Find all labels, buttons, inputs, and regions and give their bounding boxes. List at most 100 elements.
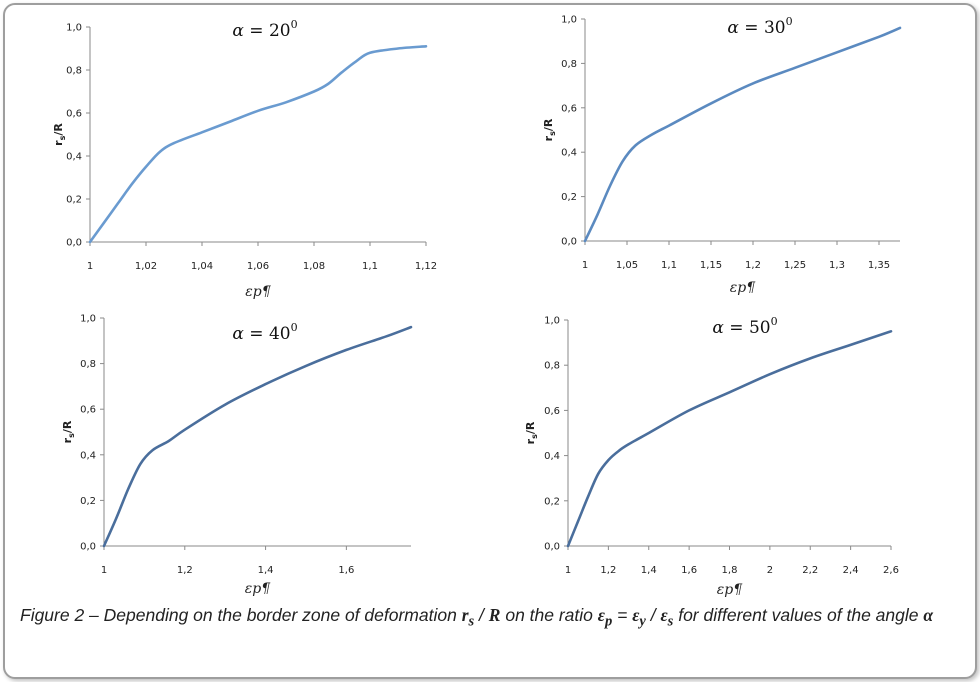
x-tick-label: 1,05	[616, 260, 638, 271]
x-tick-label: 1,6	[681, 565, 697, 576]
caption-prefix: Figure 2 – Depending on the border zone …	[20, 605, 462, 625]
x-tick-label: 1,35	[868, 260, 890, 271]
x-tick-label: 1,04	[191, 261, 213, 272]
caption-rs: rs	[461, 605, 475, 630]
x-axis-label: εp¶	[245, 581, 271, 597]
x-tick-label: 1,25	[784, 260, 806, 271]
y-tick-label: 0,0	[66, 238, 82, 249]
y-tick-label: 0,6	[561, 103, 577, 114]
x-tick-label: 1	[582, 260, 588, 271]
caption-alpha: α	[923, 605, 934, 625]
chart-2: 0,0 0,2 0,4 0,6 0,8 1,0 1 1,05 1,1 1,15 1,2 1,25 1,3…	[542, 15, 902, 296]
chart-title-value: = 20	[244, 21, 291, 41]
y-tick-label: 0,6	[544, 406, 560, 417]
chart-title-degree: 0	[291, 18, 298, 31]
chart-title-degree: 0	[771, 315, 778, 328]
y-tick-label: 0,4	[80, 450, 96, 461]
x-tick-label: 2,4	[843, 565, 859, 576]
chart-title: α = 500	[712, 315, 777, 338]
chart-title-value: = 40	[244, 324, 291, 344]
chart-3: 0,0 0,2 0,4 0,6 0,8 1,0 1 1,2 1,4 1,6 rs/R εp¶ α = 4…	[61, 314, 413, 597]
y-tick-label: 0,0	[561, 237, 577, 248]
y-tick-label: 0,0	[544, 542, 560, 553]
y-tick-label: 1,0	[66, 23, 82, 34]
y-axis-label-rest: /R	[542, 118, 555, 131]
y-axis-label-main: r	[61, 437, 74, 443]
y-tick-label: 0,2	[561, 192, 577, 203]
x-axis-label: εp¶	[730, 280, 756, 296]
chart-title: α = 200	[232, 18, 297, 41]
x-tick-label: 1,1	[661, 260, 677, 271]
y-tick-label: 1,0	[544, 316, 560, 327]
y-axis-label-sub: s	[548, 131, 557, 136]
chart-title-alpha: α	[232, 21, 244, 41]
y-axis-label-rest: /R	[61, 420, 74, 433]
x-axis-label: εp¶	[245, 284, 271, 300]
x-tick-label: 1,4	[641, 565, 657, 576]
figure-caption: Figure 2 – Depending on the border zone …	[20, 605, 934, 630]
x-tick-label: 1,06	[247, 261, 269, 272]
y-tick-label: 1,0	[80, 314, 96, 325]
chart-1: 0,0 0,2 0,4 0,6 0,8 1,0 1 1,02 1,04 1,06 1,08 1,1 1,…	[52, 18, 437, 300]
y-tick-label: 0,6	[80, 405, 96, 416]
x-tick-label: 1	[101, 565, 107, 576]
x-tick-label: 2,6	[883, 565, 899, 576]
y-tick-label: 1,0	[561, 15, 577, 26]
chart-title-alpha: α	[727, 18, 739, 38]
y-tick-label: 0,8	[544, 361, 560, 372]
x-tick-label: 2,2	[802, 565, 818, 576]
x-tick-label: 1,2	[745, 260, 761, 271]
x-tick-label: 1,8	[722, 565, 738, 576]
y-axis-label-sub: s	[530, 434, 539, 439]
x-tick-label: 1,2	[177, 565, 193, 576]
y-axis-label-sub: s	[67, 433, 76, 438]
y-tick-label: 0,8	[66, 66, 82, 77]
x-tick-label: 1,3	[829, 260, 845, 271]
y-axis-label-rest: /R	[52, 123, 65, 136]
caption-ep: εp	[597, 605, 613, 630]
x-tick-label: 1,4	[258, 565, 274, 576]
chart-title: α = 400	[232, 321, 297, 344]
y-tick-label: 0,2	[80, 496, 96, 507]
y-axis-label: rs/R	[61, 420, 76, 443]
y-tick-label: 0,0	[80, 542, 96, 553]
x-tick-label: 1,2	[600, 565, 616, 576]
caption-es: εs	[660, 605, 674, 630]
y-axis-label-main: r	[542, 135, 555, 141]
chart-title-value: = 50	[724, 318, 771, 338]
x-tick-label: 1,1	[362, 261, 378, 272]
series-line	[102, 325, 413, 548]
chart-title: α = 300	[727, 15, 792, 38]
series-line	[583, 26, 902, 243]
caption-R: R	[488, 605, 501, 625]
x-tick-label: 2	[767, 565, 773, 576]
y-tick-label: 0,8	[80, 359, 96, 370]
y-tick-label: 0,4	[561, 148, 577, 159]
chart-title-degree: 0	[291, 321, 298, 334]
y-axis-label-main: r	[52, 140, 65, 146]
y-axis-label-main: r	[524, 438, 537, 444]
y-tick-label: 0,2	[66, 195, 82, 206]
y-axis-label: rs/R	[542, 118, 557, 141]
y-tick-label: 0,4	[66, 152, 82, 163]
series-line	[88, 45, 428, 244]
y-tick-label: 0,8	[561, 59, 577, 70]
x-axis-label: εp¶	[717, 582, 743, 598]
chart-4: 0,0 0,2 0,4 0,6 0,8 1,0 1 1,2 1,4 1,6 1,8 2 2,2 2,4 2,…	[524, 315, 899, 598]
y-axis-label: rs/R	[52, 123, 67, 146]
x-tick-label: 1,08	[303, 261, 325, 272]
x-tick-label: 1,6	[338, 565, 354, 576]
chart-title-value: = 30	[739, 18, 786, 38]
figure-frame	[3, 3, 977, 679]
y-tick-label: 0,6	[66, 109, 82, 120]
x-tick-label: 1,15	[700, 260, 722, 271]
chart-title-alpha: α	[232, 324, 244, 344]
x-tick-label: 1,02	[135, 261, 157, 272]
y-tick-label: 0,4	[544, 451, 560, 462]
chart-title-degree: 0	[786, 15, 793, 28]
caption-ey: εy	[632, 605, 646, 630]
y-axis-label: rs/R	[524, 421, 539, 444]
series-line	[566, 330, 893, 548]
y-axis-label-sub: s	[58, 135, 67, 140]
